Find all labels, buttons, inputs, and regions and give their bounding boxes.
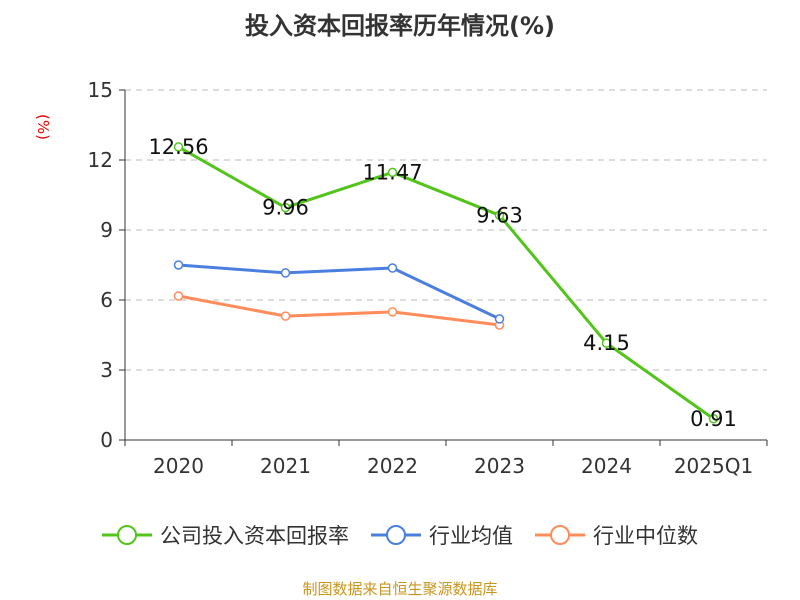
data-point: [494, 314, 505, 324]
x-tick-label: 2024: [581, 454, 632, 478]
data-label: 12.56: [148, 135, 208, 159]
x-tick-label: 2020: [153, 454, 204, 478]
data-point: [173, 291, 184, 301]
legend: 公司投入资本回报率 行业均值 行业中位数: [0, 520, 800, 550]
data-point: [387, 263, 398, 273]
legend-item[interactable]: 行业中位数: [535, 520, 698, 550]
y-tick-label: 0: [100, 428, 113, 452]
series-line: [178, 263, 501, 321]
y-tick-label: 15: [88, 78, 113, 102]
legend-marker-icon: [102, 525, 152, 545]
data-point: [280, 268, 291, 278]
legend-item[interactable]: 公司投入资本回报率: [102, 520, 349, 550]
data-label: 9.96: [262, 196, 309, 220]
data-label: 9.63: [476, 203, 523, 227]
legend-label: 公司投入资本回报率: [160, 524, 349, 548]
series-line: [178, 294, 500, 327]
legend-label: 行业中位数: [593, 524, 698, 548]
data-point: [601, 338, 612, 348]
legend-marker-icon: [535, 525, 585, 545]
data-point: [280, 202, 291, 213]
data-label: 4.15: [583, 331, 630, 355]
series-line: [177, 145, 715, 420]
data-point: [494, 210, 505, 221]
y-tick-label: 3: [100, 358, 113, 382]
data-label: 11.47: [362, 160, 422, 184]
x-tick-label: 2023: [474, 454, 525, 478]
data-point: [708, 414, 719, 424]
data-point: [387, 307, 398, 317]
legend-marker-icon: [371, 525, 421, 545]
data-point: [387, 167, 398, 178]
legend-label: 行业均值: [429, 524, 513, 548]
source-note: 制图数据来自恒生聚源数据库: [302, 580, 498, 598]
x-tick-label: 2021: [260, 454, 311, 478]
chart-title: 投入资本回报率历年情况(%): [245, 12, 555, 40]
y-tick-label: 12: [88, 148, 113, 172]
legend-item[interactable]: 行业均值: [371, 520, 513, 550]
data-point: [173, 142, 184, 152]
x-tick-label: 2022: [367, 454, 418, 478]
data-point: [280, 311, 291, 321]
x-tick-label: 2025Q1: [674, 454, 753, 478]
data-label: 0.91: [690, 407, 737, 431]
data-point: [173, 260, 184, 270]
y-tick-label: 9: [100, 218, 113, 242]
y-tick-label: 6: [100, 288, 113, 312]
